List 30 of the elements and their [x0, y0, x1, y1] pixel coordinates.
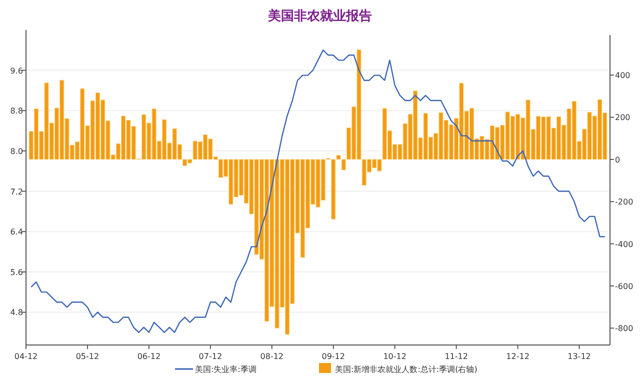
- x-tick-label: 08-12: [260, 352, 284, 361]
- legend-item: 美国:新增非农就业人数:总计:季调(右轴): [319, 363, 478, 374]
- y2-tick-label: 200: [615, 113, 630, 122]
- chart-title: 美国非农就业报告: [267, 8, 372, 24]
- y-tick-label: 9.6: [10, 66, 23, 76]
- x-tick-label: 05-12: [76, 352, 100, 361]
- x-tick-label: 10-12: [383, 352, 406, 361]
- x-tick-label: 04-12: [14, 352, 38, 361]
- legend-item: 美国:失业率:季调: [175, 365, 256, 374]
- y-tick-label: 8.0: [10, 146, 23, 156]
- x-tick-label: 09-12: [322, 352, 345, 361]
- x-tick-label: 13-12: [568, 352, 591, 361]
- y2-tick-label: -600: [615, 282, 634, 291]
- y-tick-label: 6.4: [10, 228, 23, 237]
- y2-tick-label: -200: [615, 198, 634, 207]
- y2-tick-label: 0: [615, 155, 620, 164]
- legend-label: 美国:失业率:季调: [195, 365, 256, 374]
- y-tick-label: 7.2: [10, 187, 23, 196]
- y2-tick-label: 400: [615, 71, 630, 80]
- x-tick-label: 07-12: [198, 352, 222, 361]
- x-tick-label: 11-12: [444, 352, 468, 361]
- legend-label: 美国:新增非农就业人数:总计:季调(右轴): [335, 365, 478, 374]
- y2-tick-label: -800: [615, 324, 634, 334]
- y-tick-label: 8.8: [10, 106, 23, 116]
- y-tick-label: 5.6: [10, 268, 23, 277]
- y-tick-label: 4.8: [10, 308, 23, 318]
- line-series: [30, 50, 606, 333]
- x-tick-label: 12-12: [506, 352, 530, 361]
- y2-tick-label: -400: [615, 240, 634, 249]
- x-tick-label: 06-12: [137, 352, 161, 361]
